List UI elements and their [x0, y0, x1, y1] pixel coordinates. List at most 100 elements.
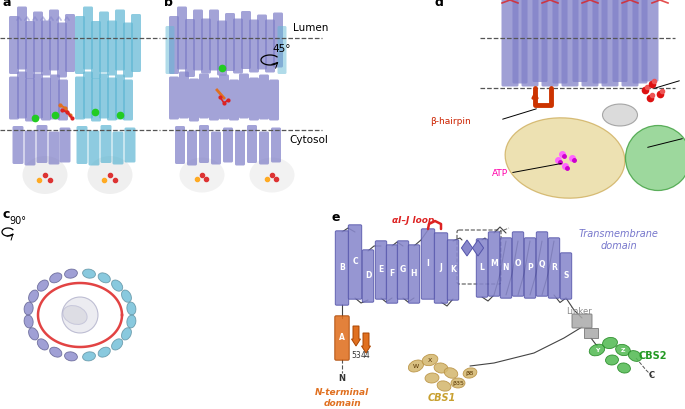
FancyBboxPatch shape — [476, 239, 488, 297]
Text: L: L — [479, 263, 484, 272]
Text: Z: Z — [621, 348, 625, 353]
FancyBboxPatch shape — [225, 13, 235, 71]
Ellipse shape — [49, 347, 62, 357]
Ellipse shape — [121, 290, 132, 302]
Text: E: E — [378, 265, 384, 274]
Text: B: B — [339, 263, 345, 272]
FancyBboxPatch shape — [166, 26, 175, 74]
FancyBboxPatch shape — [77, 126, 88, 164]
FancyBboxPatch shape — [9, 76, 19, 119]
FancyBboxPatch shape — [33, 74, 43, 119]
Text: β35: β35 — [452, 380, 464, 386]
FancyBboxPatch shape — [115, 9, 125, 70]
Ellipse shape — [444, 368, 458, 378]
Ellipse shape — [98, 273, 110, 283]
Text: I: I — [427, 259, 429, 268]
FancyBboxPatch shape — [107, 77, 117, 121]
FancyBboxPatch shape — [185, 19, 195, 77]
Text: 44: 44 — [361, 351, 371, 360]
FancyBboxPatch shape — [179, 72, 189, 119]
Text: 53: 53 — [351, 351, 361, 360]
FancyBboxPatch shape — [83, 72, 93, 119]
FancyBboxPatch shape — [273, 13, 283, 67]
Ellipse shape — [83, 352, 95, 361]
Text: Lumen: Lumen — [292, 23, 328, 33]
Ellipse shape — [127, 302, 136, 315]
FancyBboxPatch shape — [223, 128, 233, 162]
Text: Linker: Linker — [566, 307, 592, 316]
FancyBboxPatch shape — [259, 132, 269, 164]
Text: X: X — [428, 357, 432, 362]
FancyBboxPatch shape — [488, 232, 499, 296]
FancyBboxPatch shape — [50, 74, 60, 119]
Ellipse shape — [606, 355, 619, 365]
FancyBboxPatch shape — [25, 130, 36, 166]
FancyBboxPatch shape — [115, 74, 125, 119]
Text: F: F — [389, 270, 395, 279]
FancyBboxPatch shape — [187, 130, 197, 166]
Ellipse shape — [49, 273, 62, 283]
FancyBboxPatch shape — [521, 0, 538, 86]
FancyBboxPatch shape — [601, 0, 619, 86]
FancyBboxPatch shape — [397, 241, 409, 299]
FancyBboxPatch shape — [217, 20, 227, 76]
FancyBboxPatch shape — [259, 74, 269, 119]
Ellipse shape — [628, 351, 642, 362]
FancyBboxPatch shape — [269, 79, 279, 121]
Ellipse shape — [24, 302, 33, 315]
Text: N: N — [338, 374, 345, 383]
Text: CBS2: CBS2 — [639, 351, 667, 361]
Text: 90°: 90° — [10, 216, 27, 226]
FancyBboxPatch shape — [99, 74, 109, 119]
Text: d: d — [435, 0, 444, 9]
Ellipse shape — [29, 290, 38, 302]
FancyBboxPatch shape — [233, 18, 243, 74]
Ellipse shape — [24, 315, 33, 328]
Ellipse shape — [63, 306, 87, 324]
Text: J: J — [440, 263, 443, 272]
FancyBboxPatch shape — [58, 79, 68, 121]
Text: N-terminal
domain: N-terminal domain — [315, 388, 369, 408]
Ellipse shape — [603, 337, 617, 348]
Ellipse shape — [618, 363, 630, 373]
FancyBboxPatch shape — [107, 20, 117, 76]
FancyBboxPatch shape — [49, 132, 60, 164]
Ellipse shape — [112, 339, 123, 350]
Ellipse shape — [37, 280, 49, 291]
FancyBboxPatch shape — [632, 0, 647, 83]
FancyBboxPatch shape — [209, 77, 219, 121]
FancyBboxPatch shape — [335, 316, 349, 360]
FancyBboxPatch shape — [512, 0, 527, 83]
FancyBboxPatch shape — [9, 16, 19, 74]
Ellipse shape — [616, 344, 630, 356]
Ellipse shape — [64, 269, 77, 278]
Text: O: O — [514, 259, 521, 268]
FancyBboxPatch shape — [17, 72, 27, 119]
Ellipse shape — [249, 157, 295, 193]
Ellipse shape — [112, 280, 123, 291]
FancyBboxPatch shape — [33, 11, 43, 72]
FancyBboxPatch shape — [501, 0, 519, 86]
FancyBboxPatch shape — [235, 130, 245, 166]
FancyBboxPatch shape — [123, 22, 133, 77]
Text: Cytosol: Cytosol — [289, 135, 328, 145]
FancyBboxPatch shape — [125, 128, 136, 162]
FancyBboxPatch shape — [193, 9, 203, 70]
FancyBboxPatch shape — [12, 126, 23, 164]
FancyBboxPatch shape — [131, 14, 141, 72]
Text: ATP: ATP — [492, 169, 508, 178]
FancyBboxPatch shape — [239, 74, 249, 119]
FancyBboxPatch shape — [169, 16, 179, 74]
FancyBboxPatch shape — [612, 0, 627, 82]
Text: A: A — [339, 333, 345, 342]
Ellipse shape — [425, 373, 439, 383]
FancyBboxPatch shape — [211, 132, 221, 164]
Ellipse shape — [127, 315, 136, 328]
Polygon shape — [473, 240, 484, 256]
Text: β-hairpin: β-hairpin — [430, 117, 471, 126]
FancyBboxPatch shape — [265, 20, 275, 72]
FancyBboxPatch shape — [17, 7, 27, 70]
FancyBboxPatch shape — [348, 225, 362, 299]
FancyArrow shape — [362, 333, 371, 353]
FancyBboxPatch shape — [560, 253, 572, 299]
